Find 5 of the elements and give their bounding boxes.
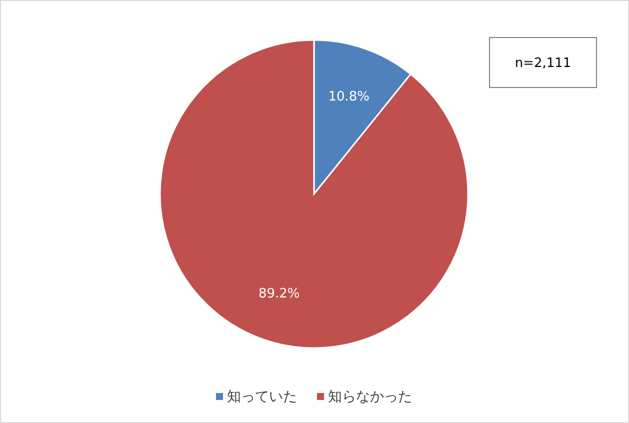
legend-label: 知らなかった: [328, 389, 412, 405]
data-label: 10.8%: [328, 89, 370, 104]
legend-label: 知っていた: [227, 389, 297, 405]
data-label: 89.2%: [258, 286, 300, 302]
text: n=2,111: [514, 56, 572, 71]
